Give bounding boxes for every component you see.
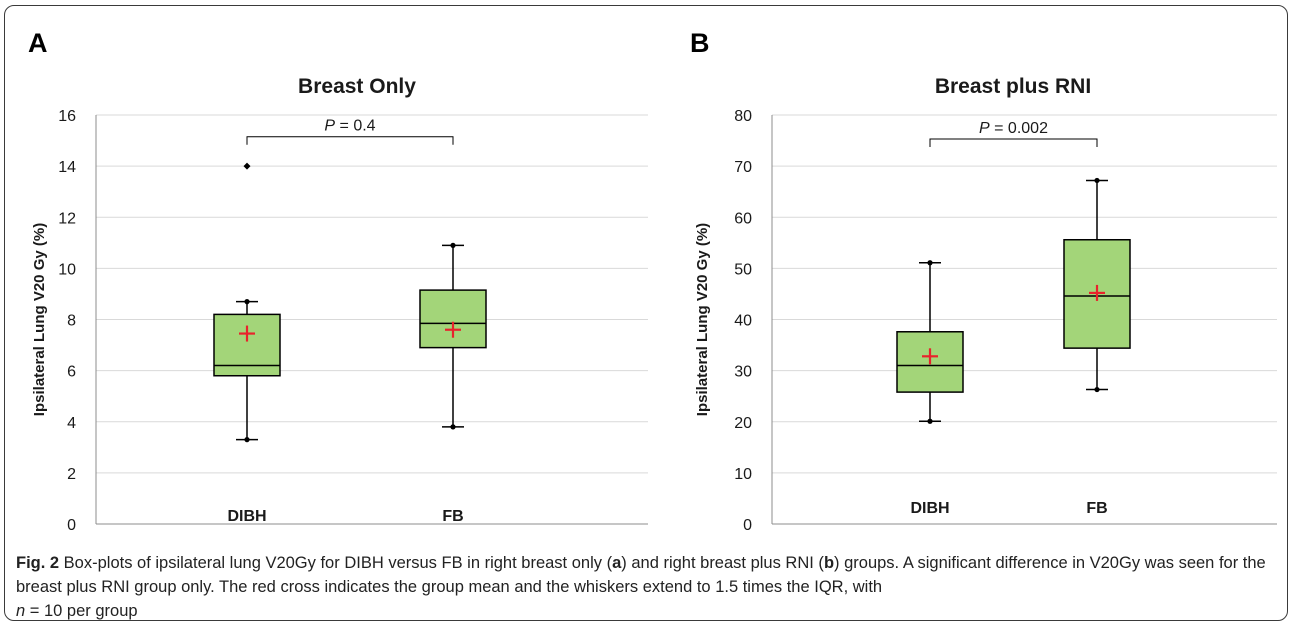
chart-title: Breast plus RNI — [935, 75, 1091, 98]
y-tick-label: 2 — [67, 466, 76, 483]
y-tick-label: 16 — [58, 108, 76, 125]
iqr-box — [213, 313, 281, 377]
caption-panel-a: a — [612, 554, 622, 572]
y-tick-label: 30 — [734, 364, 752, 381]
x-category-label: DIBH — [910, 500, 949, 517]
x-category-label: FB — [1086, 500, 1107, 517]
caption-n-symbol: n — [16, 602, 26, 620]
y-tick-label: 60 — [734, 210, 752, 227]
outlier-point — [243, 162, 251, 170]
y-tick-label: 14 — [58, 159, 76, 176]
y-tick-label: 6 — [67, 364, 76, 381]
chart-panel-b: B Breast plus RNI Ipsilateral Lung V20 Gy … — [690, 28, 1277, 534]
p-symbol: P — [324, 118, 335, 135]
chart-title: Breast Only — [298, 75, 416, 98]
p-symbol: P — [979, 120, 990, 137]
whisker-low-dot — [244, 437, 250, 443]
box-fb — [1063, 177, 1131, 393]
x-category-label: FB — [442, 508, 463, 525]
caption-text-4: = 10 per group — [25, 602, 138, 620]
caption-label: Fig. 2 — [16, 554, 60, 572]
caption-text-1: Box-plots of ipsilateral lung V20Gy for … — [59, 554, 613, 572]
significance-bracket — [246, 136, 454, 145]
p-value: = 0.002 — [990, 120, 1048, 137]
box-dibh — [896, 260, 964, 424]
panel-letter: B — [690, 28, 710, 58]
whisker-high-dot — [1094, 177, 1100, 184]
chart-panel-a: A Breast Only Ipsilateral Lung V20 Gy (%) 0… — [28, 28, 648, 534]
x-category-label: DIBH — [227, 508, 266, 525]
figure-frame — [4, 5, 1288, 621]
y-tick-label: 20 — [734, 415, 752, 432]
y-tick-label: 50 — [734, 261, 752, 278]
box-dibh — [213, 162, 281, 443]
y-tick-label: 4 — [67, 415, 76, 432]
y-tick-label: 80 — [734, 108, 752, 125]
p-value-label: P = 0.002 — [979, 120, 1048, 137]
y-tick-label: 10 — [734, 466, 752, 483]
caption-panel-b: b — [823, 554, 835, 572]
y-tick-label: 40 — [734, 313, 752, 330]
caption-text-3: ) groups. A significant difference in V2… — [16, 554, 1266, 596]
whisker-high-dot — [927, 260, 933, 266]
box-plot-figure: A Breast Only Ipsilateral Lung V20 Gy (%) 0… — [28, 28, 1277, 534]
significance-bracket — [929, 138, 1098, 148]
y-axis-label: Ipsilateral Lung V20 Gy (%) — [31, 223, 48, 416]
whisker-high-dot — [450, 242, 456, 248]
whisker-high-dot — [244, 299, 250, 305]
y-tick-label: 10 — [58, 261, 76, 278]
whisker-low-dot — [450, 424, 456, 430]
panel-letter: A — [28, 28, 48, 58]
y-tick-label: 0 — [67, 517, 76, 534]
y-axis-label: Ipsilateral Lung V20 Gy (%) — [694, 223, 711, 416]
box-fb — [419, 242, 487, 430]
iqr-box — [419, 289, 487, 349]
y-tick-label: 0 — [743, 517, 752, 534]
whisker-low-dot — [1094, 386, 1100, 393]
figure-caption: Fig. 2 Box-plots of ipsilateral lung V20… — [16, 551, 1281, 623]
caption-tail: n = 10 per group — [16, 599, 1281, 623]
y-tick-label: 70 — [734, 159, 752, 176]
p-value-label: P = 0.4 — [324, 118, 375, 135]
whisker-low-dot — [927, 418, 933, 424]
p-value: = 0.4 — [335, 118, 376, 135]
y-tick-label: 8 — [67, 313, 76, 330]
caption-text-2: ) and right breast plus RNI ( — [621, 554, 824, 572]
y-tick-label: 12 — [58, 210, 76, 227]
